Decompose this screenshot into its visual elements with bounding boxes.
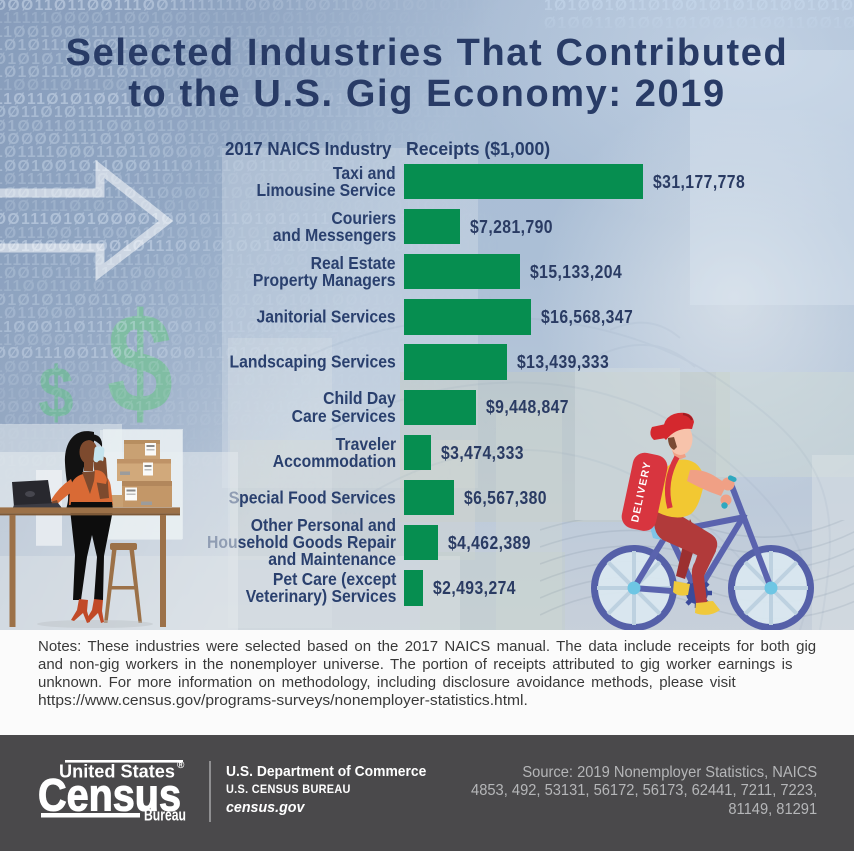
svg-text:Census: Census — [38, 770, 181, 821]
svg-text:United States: United States — [59, 762, 175, 782]
svg-text:®: ® — [177, 760, 185, 771]
svg-text:Bureau: Bureau — [144, 807, 186, 825]
